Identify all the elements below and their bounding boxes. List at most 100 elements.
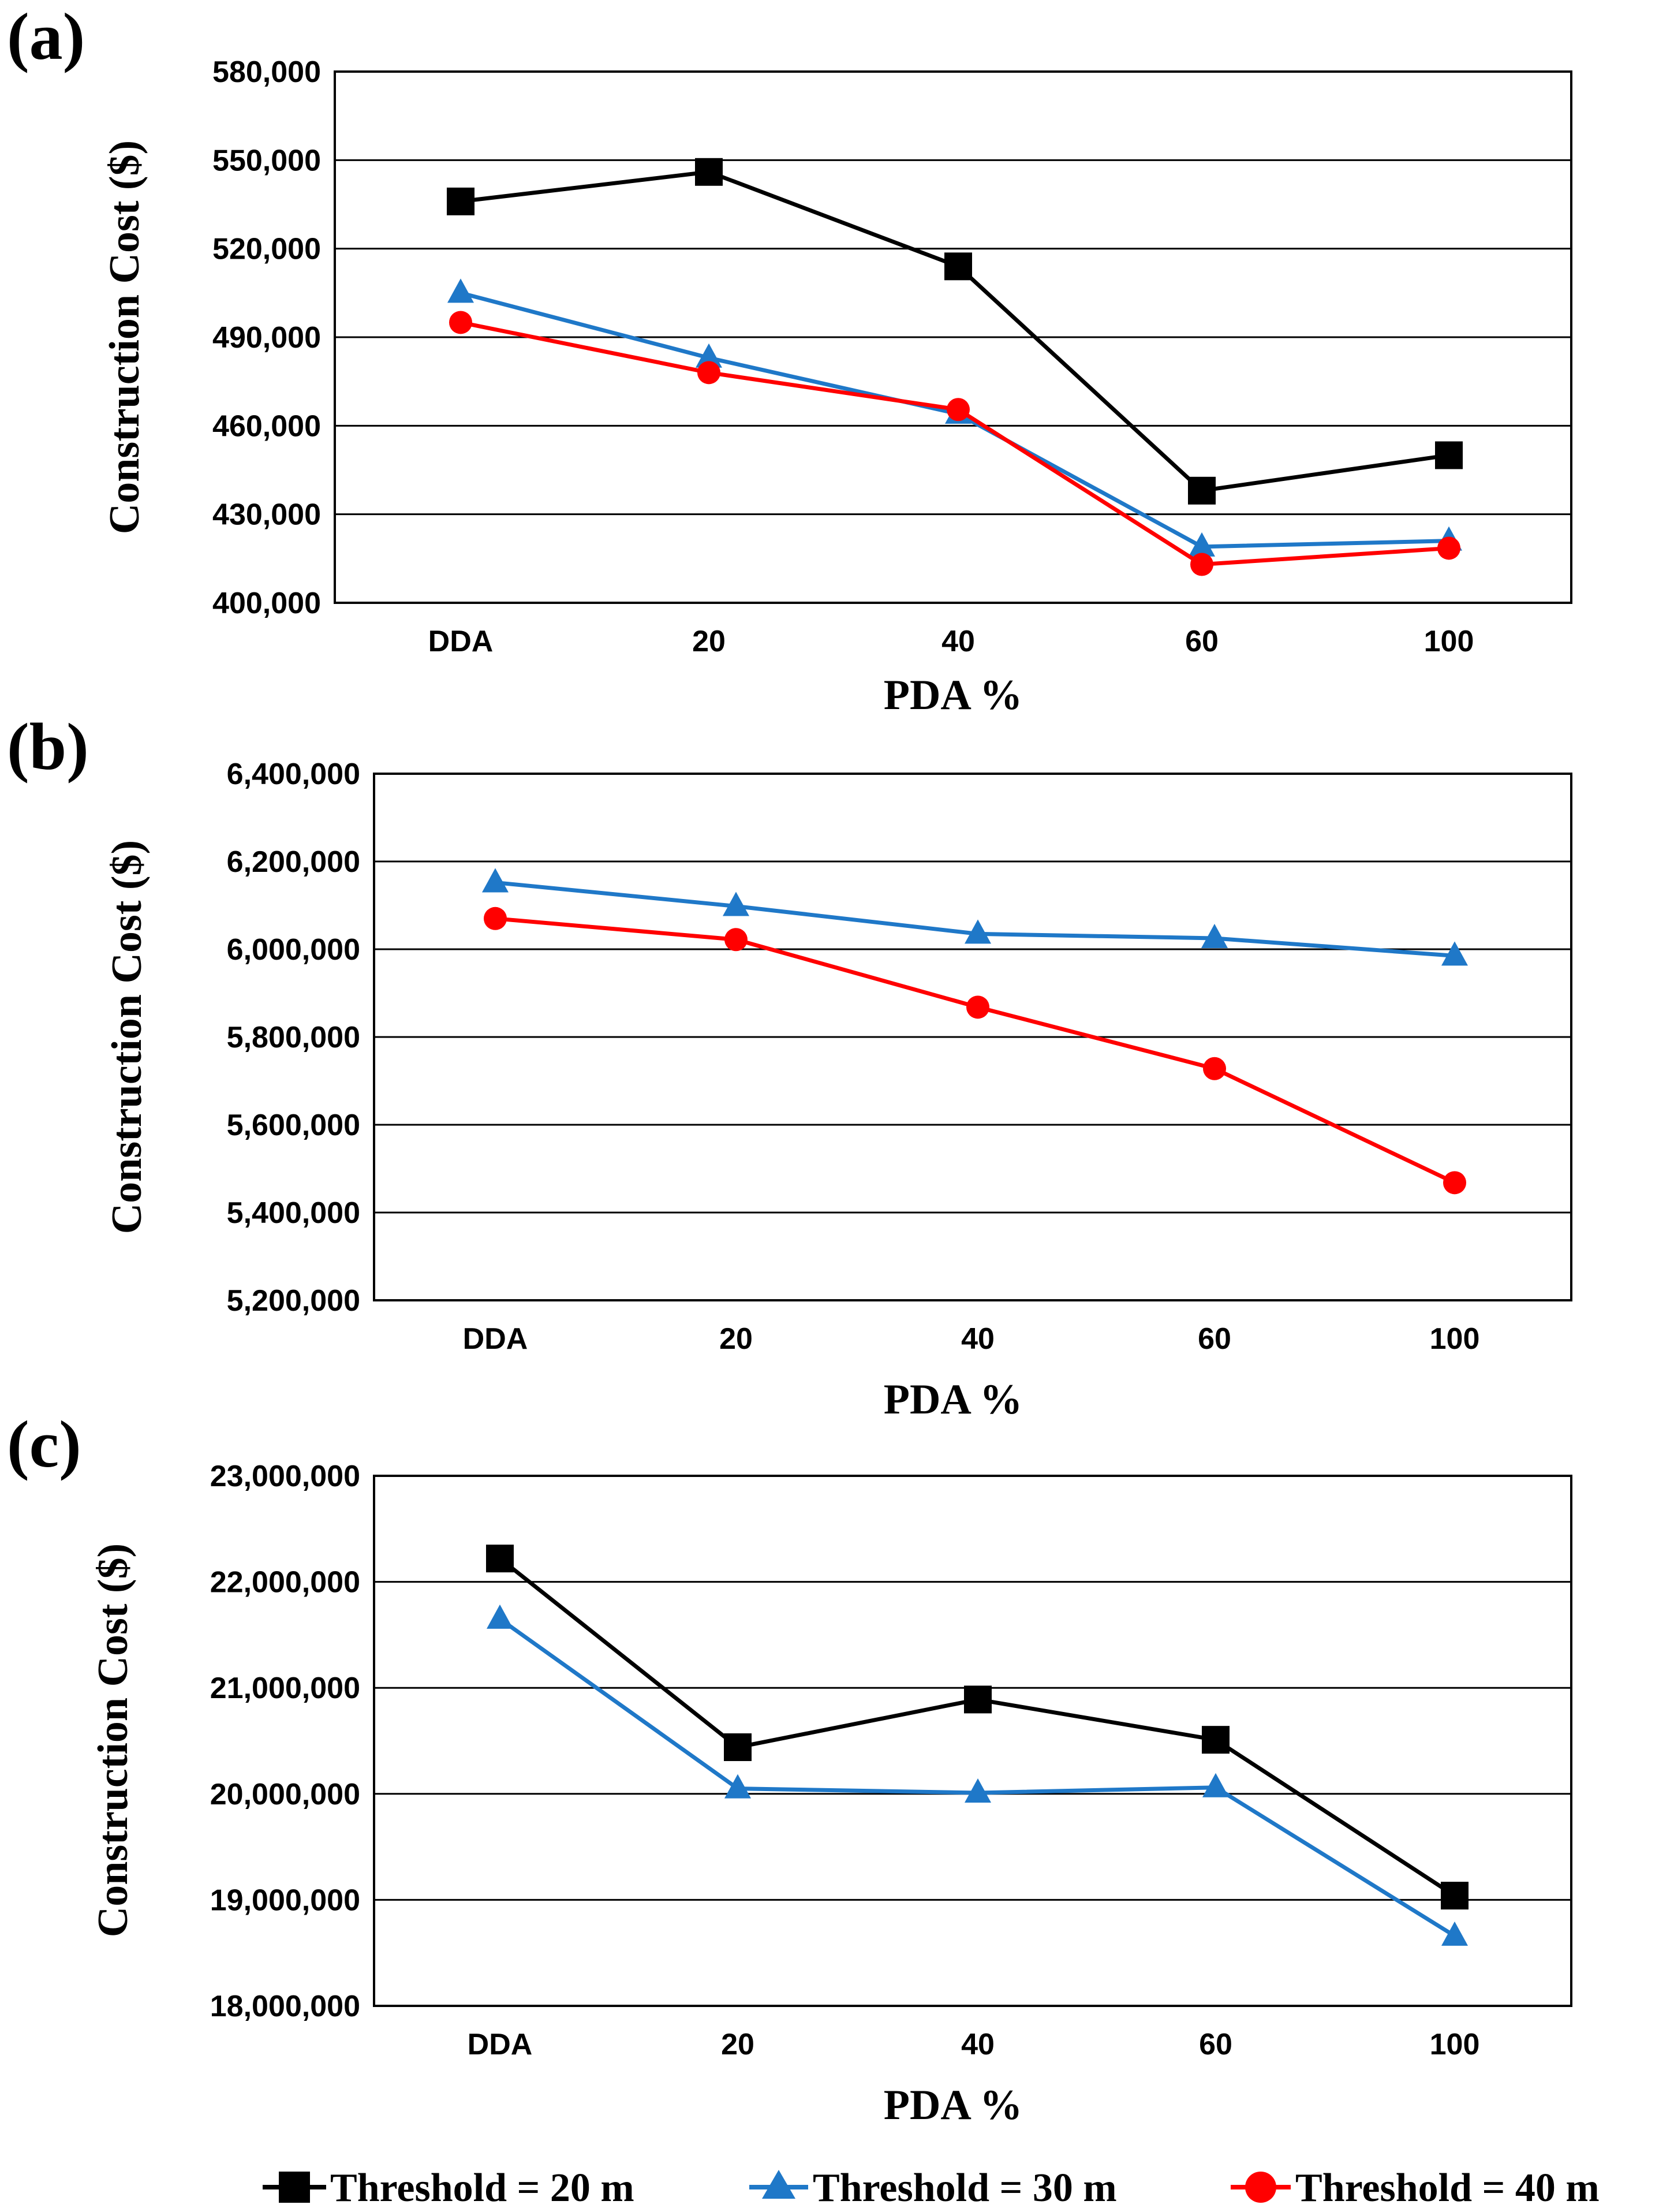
data-point	[1202, 1726, 1230, 1754]
circle-marker-icon	[1245, 2172, 1276, 2203]
y-tick-label: 5,600,000	[227, 1109, 360, 1142]
data-point	[947, 398, 970, 421]
y-tick-labels: 400,000 430,000 460,000 490,000 520,000 550,0…	[212, 55, 321, 620]
y-tick-label: 21,000,000	[210, 1672, 360, 1705]
data-point	[487, 1604, 513, 1629]
data-point	[447, 187, 474, 215]
x-tick-label: 100	[1424, 625, 1474, 658]
x-tick-label: 60	[1199, 2028, 1232, 2061]
x-tick-label: 20	[721, 2028, 754, 2061]
x-tick-label: DDA	[468, 2028, 533, 2061]
data-point	[724, 928, 748, 952]
data-point	[1190, 553, 1213, 576]
legend: Threshold = 20 m Threshold = 30 m Thresh…	[263, 2166, 1600, 2210]
data-point	[697, 361, 720, 385]
data-point	[1201, 924, 1228, 948]
data-point	[447, 278, 474, 303]
data-point	[965, 919, 991, 944]
legend-item-threshold-20: Threshold = 20 m	[263, 2166, 634, 2210]
data-point	[486, 1545, 514, 1573]
legend-label: Threshold = 30 m	[813, 2166, 1117, 2210]
data-point	[1441, 1921, 1468, 1946]
data-point	[724, 1774, 751, 1799]
x-tick-label: 40	[961, 1322, 995, 1356]
panel-c: (c) 18,000,000 19,000,000 20,000,000 21,000…	[7, 1408, 1572, 2129]
x-tick-labels: DDA 20 40 60 100	[428, 625, 1474, 658]
x-tick-label: DDA	[428, 625, 494, 658]
data-point	[695, 158, 723, 186]
x-tick-label: 40	[941, 625, 975, 658]
y-tick-labels: 18,000,000 19,000,000 20,000,000 21,000,000…	[210, 1460, 360, 2023]
data-point	[484, 907, 507, 930]
data-series	[482, 868, 1468, 1195]
data-point	[1443, 1171, 1466, 1195]
data-point	[1202, 1773, 1229, 1797]
y-axis-title: Construction Cost ($)	[89, 1543, 137, 1937]
x-tick-label: 40	[961, 2028, 995, 2061]
data-point	[1189, 532, 1215, 557]
x-tick-label: 60	[1198, 1322, 1231, 1356]
y-axis-title: Construction Cost ($)	[101, 140, 148, 534]
legend-label: Threshold = 40 m	[1295, 2166, 1600, 2210]
data-point	[1435, 441, 1463, 469]
data-point	[1203, 1057, 1226, 1080]
y-tick-label: 6,400,000	[227, 758, 360, 791]
x-tick-labels: DDA 20 40 60 100	[463, 1322, 1480, 1356]
data-point	[482, 868, 509, 893]
legend-item-threshold-40: Threshold = 40 m	[1231, 2166, 1600, 2210]
data-series	[486, 1545, 1469, 1946]
triangle-marker-icon	[762, 2170, 795, 2199]
legend-item-threshold-30: Threshold = 30 m	[749, 2166, 1117, 2210]
y-tick-label: 400,000	[212, 587, 321, 620]
panel-label: (c)	[7, 1408, 81, 1482]
x-axis-title: PDA %	[884, 1376, 1023, 1423]
data-series	[447, 158, 1463, 576]
data-point	[696, 343, 722, 368]
data-point	[964, 1685, 992, 1714]
panel-label: (b)	[7, 710, 89, 784]
data-point	[1437, 536, 1460, 560]
data-point	[965, 1778, 991, 1803]
y-tick-label: 5,800,000	[227, 1021, 360, 1054]
data-point	[1441, 1882, 1469, 1910]
plot-area	[373, 1475, 1572, 2007]
y-tick-label: 430,000	[212, 498, 321, 532]
x-axis-title: PDA %	[884, 2082, 1023, 2129]
x-tick-label: 100	[1430, 1322, 1480, 1356]
y-tick-label: 22,000,000	[210, 1566, 360, 1599]
data-point	[944, 252, 972, 281]
y-tick-label: 550,000	[212, 144, 321, 177]
y-tick-label: 5,200,000	[227, 1284, 360, 1318]
y-tick-labels: 5,200,000 5,400,000 5,600,000 5,800,000 6,00…	[227, 758, 360, 1318]
panel-label: (a)	[7, 0, 85, 74]
x-tick-label: 100	[1430, 2028, 1480, 2061]
gridlines	[374, 860, 1571, 1214]
square-marker-icon	[279, 2172, 310, 2203]
y-tick-label: 6,000,000	[227, 933, 360, 967]
legend-label: Threshold = 20 m	[330, 2166, 634, 2210]
data-point	[723, 891, 749, 916]
y-tick-label: 5,400,000	[227, 1196, 360, 1230]
y-tick-label: 490,000	[212, 321, 321, 355]
y-tick-label: 460,000	[212, 409, 321, 443]
y-tick-label: 23,000,000	[210, 1460, 360, 1493]
y-tick-label: 580,000	[212, 55, 321, 89]
y-tick-label: 520,000	[212, 233, 321, 266]
y-tick-label: 20,000,000	[210, 1778, 360, 1811]
data-point	[1188, 476, 1216, 505]
y-tick-label: 6,200,000	[227, 845, 360, 879]
y-tick-label: 18,000,000	[210, 1990, 360, 2023]
x-axis-title: PDA %	[884, 672, 1023, 719]
x-tick-label: DDA	[463, 1322, 528, 1356]
panel-b: (b) 5,200,000 5,400,000 5,600,000 5,800,000…	[7, 710, 1572, 1423]
data-point	[449, 311, 472, 334]
data-point	[1441, 941, 1468, 966]
data-point	[724, 1733, 752, 1762]
x-tick-labels: DDA 20 40 60 100	[468, 2028, 1480, 2061]
x-tick-label: 20	[719, 1322, 753, 1356]
y-axis-title: Construction Cost ($)	[103, 840, 151, 1234]
x-tick-label: 60	[1185, 625, 1219, 658]
y-tick-label: 19,000,000	[210, 1883, 360, 1917]
panel-a: (a) 400,000 430,000 460,000 490,000 520,000 5…	[7, 0, 1572, 719]
x-tick-label: 20	[692, 625, 726, 658]
